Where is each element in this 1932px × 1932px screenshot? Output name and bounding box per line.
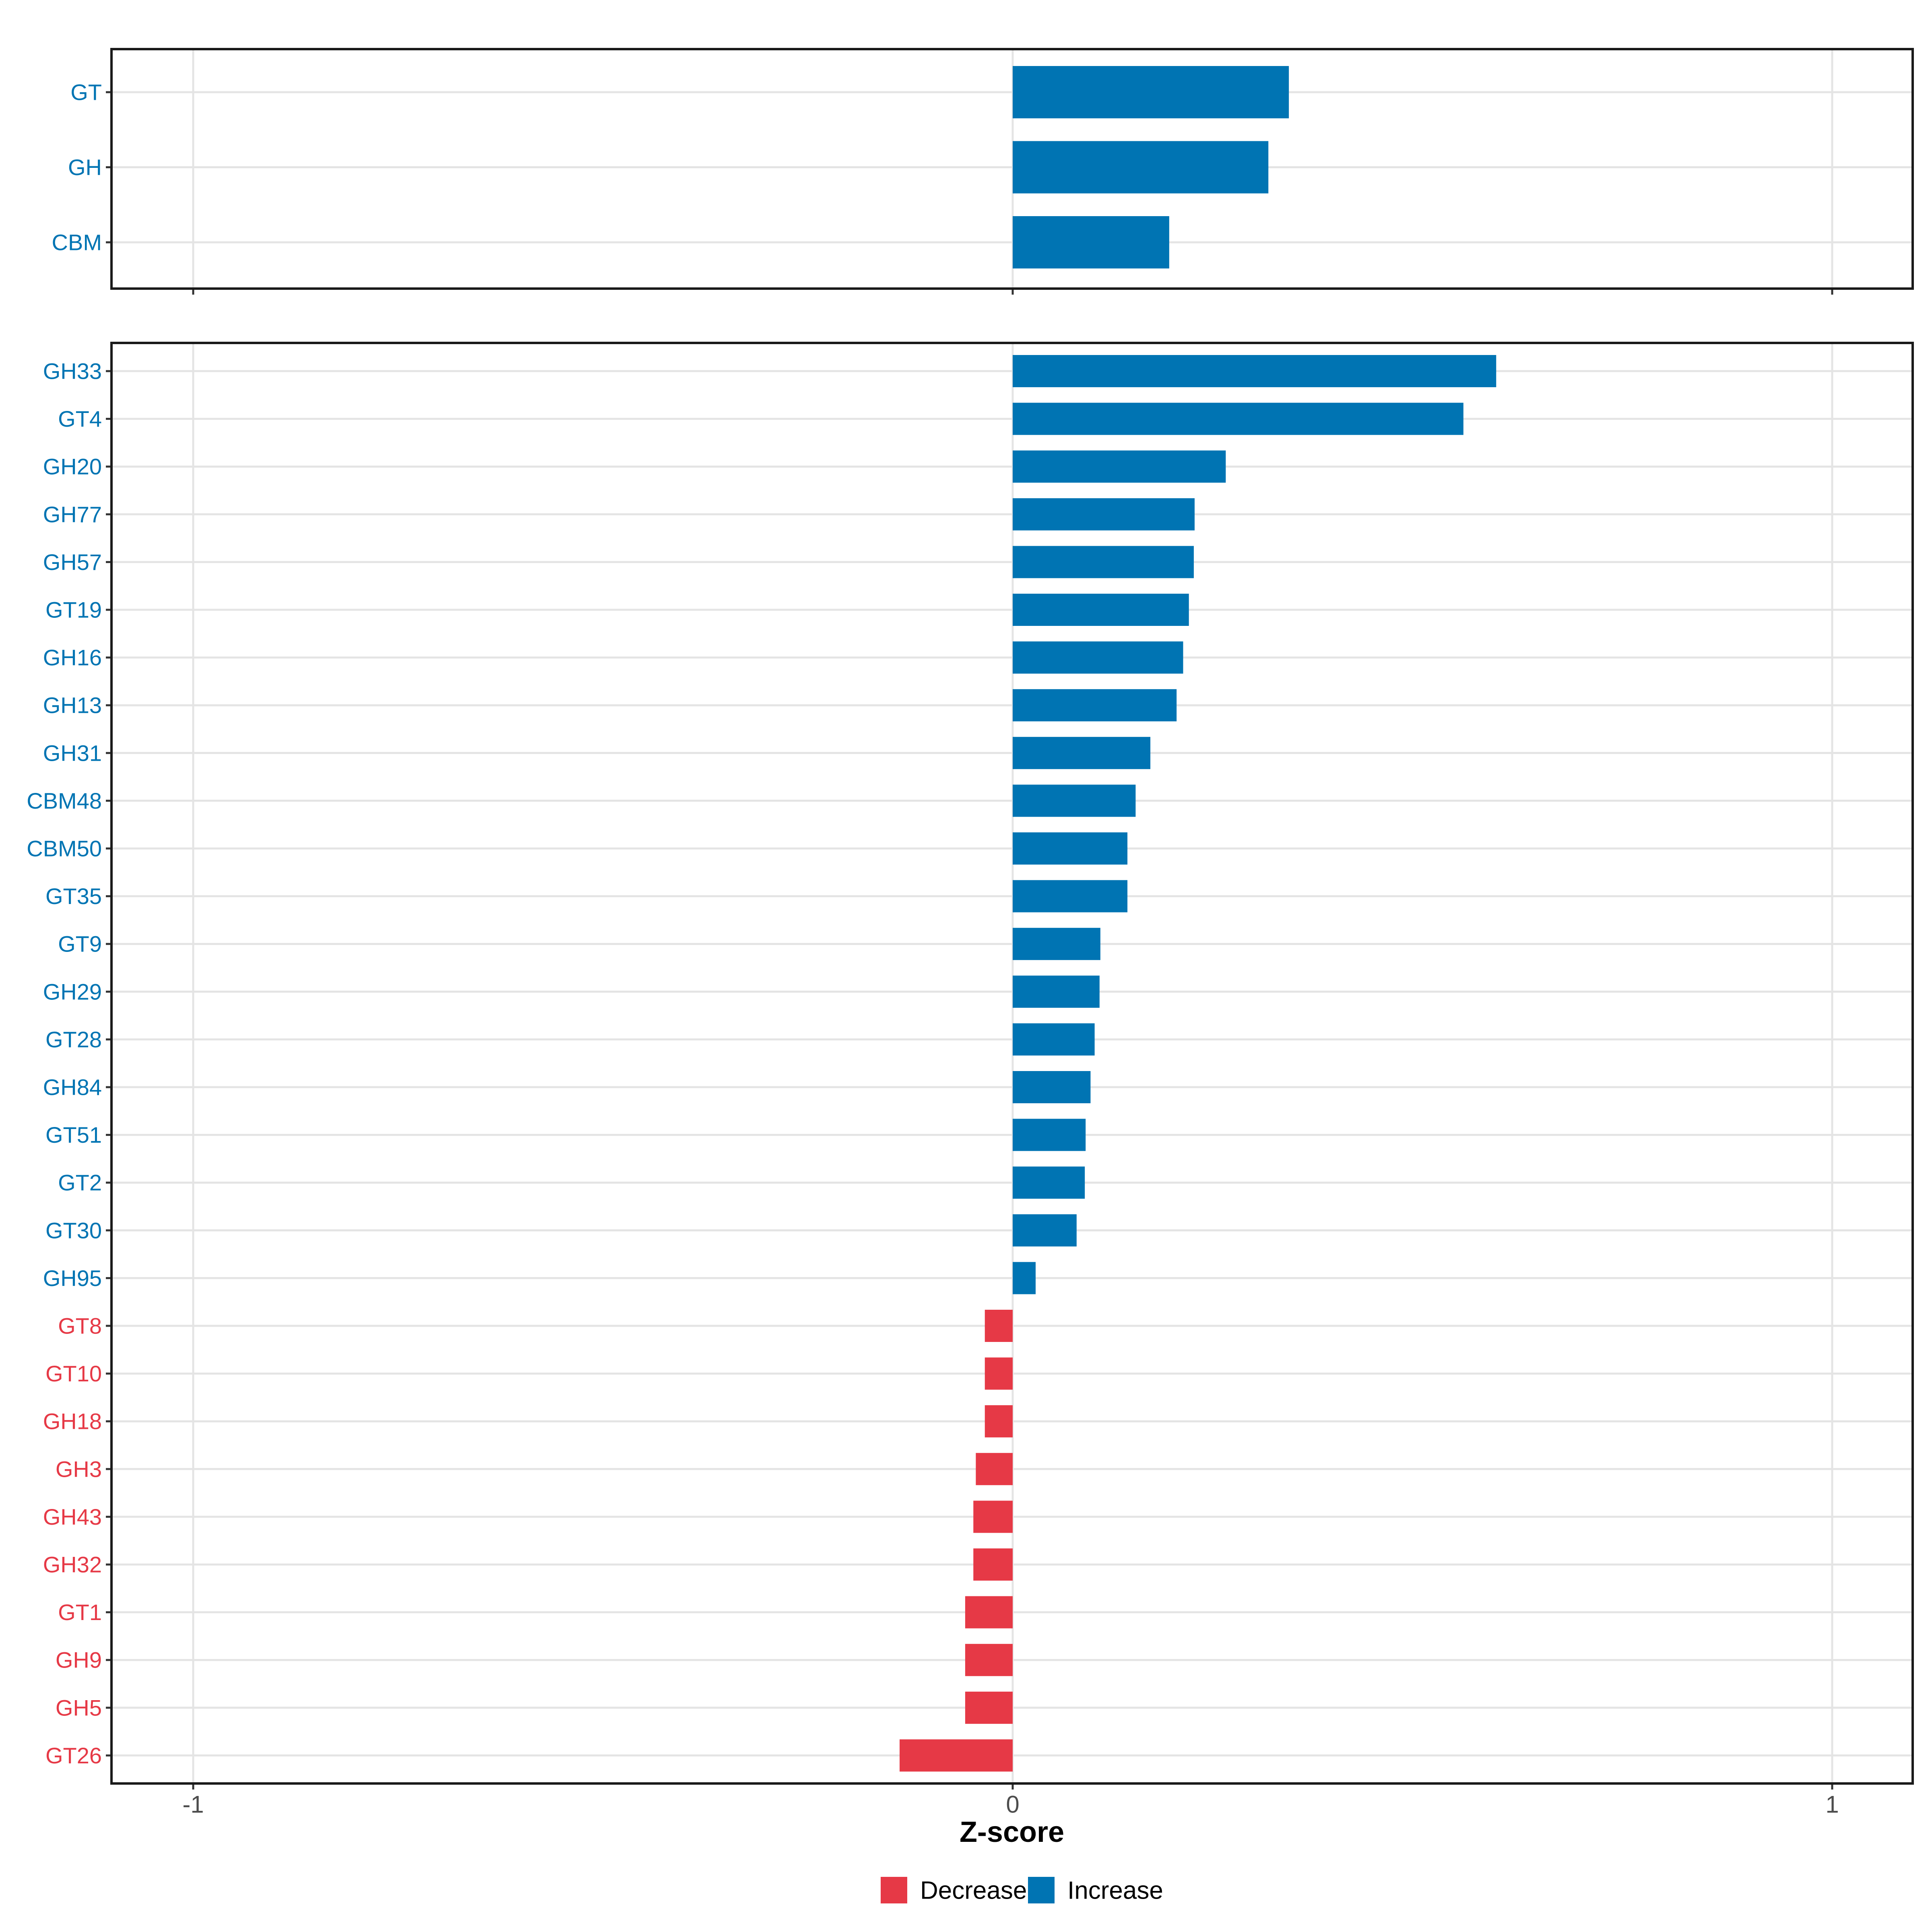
y-label-GT19: GT19 xyxy=(45,597,102,623)
x-axis-title: Z-score xyxy=(960,1816,1064,1848)
y-label-GT4: GT4 xyxy=(58,406,102,431)
y-label-GT10: GT10 xyxy=(45,1361,102,1386)
y-label-GT35: GT35 xyxy=(45,883,102,909)
bar-CBM50 xyxy=(1013,832,1128,865)
bar-GH43 xyxy=(973,1501,1013,1533)
bar-GT8 xyxy=(985,1310,1013,1342)
panel-border-top xyxy=(110,48,1914,290)
bar-GH77 xyxy=(1013,498,1195,530)
bar-CBM xyxy=(1013,216,1169,268)
y-label-GH57: GH57 xyxy=(43,549,102,575)
bar-GH5 xyxy=(965,1691,1013,1724)
bar-GT xyxy=(1013,66,1289,118)
y-label-GT9: GT9 xyxy=(58,931,102,957)
bar-GT19 xyxy=(1013,594,1189,626)
y-label-GT1: GT1 xyxy=(58,1600,102,1625)
bottom-panel-cazyme-families: GH33 GT4 GH20 GH77 GH57 GT19 GH16 GH13 GH31 CBM48… xyxy=(27,342,1914,1790)
y-label-GT2: GT2 xyxy=(58,1170,102,1195)
y-label-GT30: GT30 xyxy=(45,1218,102,1243)
top-panel-cazyme-classes: GT GH CBM xyxy=(52,48,1914,295)
y-label-GH32: GH32 xyxy=(43,1552,102,1577)
bar-GT1 xyxy=(965,1596,1013,1629)
bar-GT28 xyxy=(1013,1023,1095,1056)
y-label-GH9: GH9 xyxy=(56,1647,102,1673)
y-label-GT26: GT26 xyxy=(45,1743,102,1768)
y-label-CBM48: CBM48 xyxy=(27,788,102,813)
legend-label-increase: Increase xyxy=(1067,1877,1163,1905)
panel-border-bottom xyxy=(110,342,1914,1785)
y-label-GH20: GH20 xyxy=(43,454,102,479)
bar-GH xyxy=(1013,141,1269,194)
x-axis: -1 0 1 Z-score xyxy=(182,1791,1839,1849)
y-label-GH31: GH31 xyxy=(43,740,102,766)
y-label-GH16: GH16 xyxy=(43,645,102,670)
bar-GT30 xyxy=(1013,1214,1077,1247)
x-tick-label-minus1: -1 xyxy=(182,1791,204,1818)
bar-GH84 xyxy=(1013,1071,1091,1103)
y-label-GT8: GT8 xyxy=(58,1313,102,1339)
bar-GH57 xyxy=(1013,546,1194,578)
bar-GH16 xyxy=(1013,641,1183,674)
y-label-GH18: GH18 xyxy=(43,1409,102,1434)
y-label-GH43: GH43 xyxy=(43,1504,102,1530)
bar-GH31 xyxy=(1013,737,1151,769)
bar-GH20 xyxy=(1013,450,1226,483)
bar-GH95 xyxy=(1013,1262,1036,1294)
y-label-GT51: GT51 xyxy=(45,1122,102,1148)
x-tick-label-one: 1 xyxy=(1825,1791,1839,1818)
bar-CBM48 xyxy=(1013,784,1136,817)
y-label-GH: GH xyxy=(68,155,102,180)
y-label-GT28: GT28 xyxy=(45,1027,102,1052)
bar-GH3 xyxy=(976,1453,1013,1485)
bar-GH13 xyxy=(1013,689,1177,722)
bar-GH32 xyxy=(973,1548,1013,1581)
bar-GT10 xyxy=(985,1357,1013,1390)
y-label-GH29: GH29 xyxy=(43,979,102,1004)
y-label-GH33: GH33 xyxy=(43,359,102,384)
legend-swatch-increase xyxy=(1028,1877,1055,1903)
y-label-GH95: GH95 xyxy=(43,1265,102,1291)
bar-GT4 xyxy=(1013,402,1463,435)
y-label-GH84: GH84 xyxy=(43,1075,102,1100)
bar-GT26 xyxy=(900,1739,1013,1772)
legend: Decrease Increase xyxy=(881,1877,1163,1905)
bar-GT35 xyxy=(1013,880,1128,912)
y-label-CBM: CBM xyxy=(52,230,102,255)
x-tick-label-zero: 0 xyxy=(1006,1791,1019,1818)
y-label-GH5: GH5 xyxy=(56,1695,102,1720)
y-label-GH3: GH3 xyxy=(56,1456,102,1482)
y-label-GH77: GH77 xyxy=(43,502,102,527)
bar-GH29 xyxy=(1013,975,1100,1008)
bar-GH33 xyxy=(1013,355,1496,387)
bar-GH9 xyxy=(965,1644,1013,1676)
y-label-GH13: GH13 xyxy=(43,693,102,718)
bar-GT2 xyxy=(1013,1166,1085,1199)
bar-GH18 xyxy=(985,1405,1013,1438)
bar-GT9 xyxy=(1013,928,1100,960)
y-label-GT: GT xyxy=(70,80,102,105)
bar-GT51 xyxy=(1013,1119,1086,1151)
legend-label-decrease: Decrease xyxy=(920,1877,1027,1905)
y-label-CBM50: CBM50 xyxy=(27,836,102,861)
legend-swatch-decrease xyxy=(881,1877,907,1903)
